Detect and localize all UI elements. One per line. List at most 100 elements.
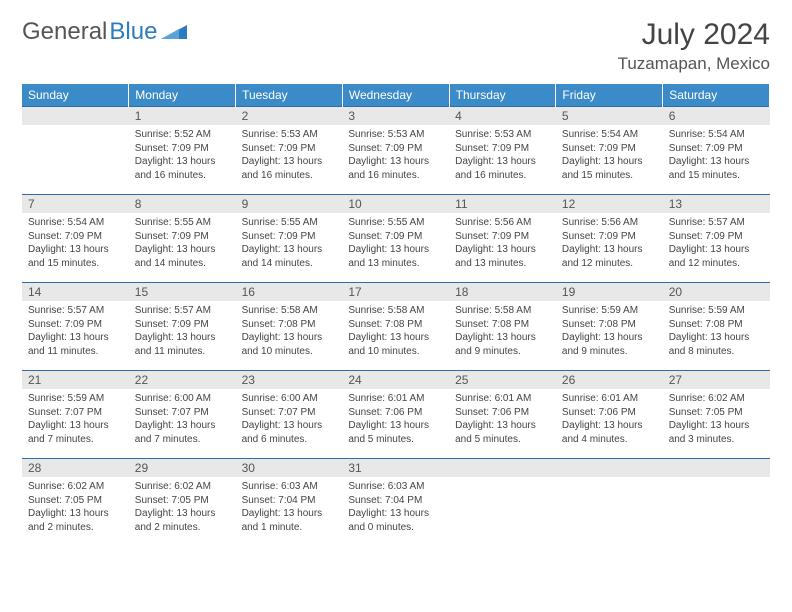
daylight-text: Daylight: 13 hours and 7 minutes. bbox=[135, 419, 230, 446]
sunrise-text: Sunrise: 5:57 AM bbox=[28, 304, 123, 318]
day-number: 27 bbox=[663, 371, 770, 389]
calendar-day-cell: 5Sunrise: 5:54 AMSunset: 7:09 PMDaylight… bbox=[556, 107, 663, 195]
daylight-text: Daylight: 13 hours and 2 minutes. bbox=[135, 507, 230, 534]
daylight-text: Daylight: 13 hours and 14 minutes. bbox=[135, 243, 230, 270]
weekday-header: Sunday bbox=[22, 84, 129, 107]
calendar-day-cell: 16Sunrise: 5:58 AMSunset: 7:08 PMDayligh… bbox=[236, 283, 343, 371]
calendar-day-cell: 8Sunrise: 5:55 AMSunset: 7:09 PMDaylight… bbox=[129, 195, 236, 283]
daylight-text: Daylight: 13 hours and 2 minutes. bbox=[28, 507, 123, 534]
daylight-text: Daylight: 13 hours and 15 minutes. bbox=[28, 243, 123, 270]
calendar-day-cell: 27 Sunrise: 6:02 AMSunset: 7:05 PMDayligh… bbox=[663, 371, 770, 459]
day-info: Sunrise: 5:55 AMSunset: 7:09 PMDaylight:… bbox=[342, 213, 449, 273]
day-info: Sunrise: 5:59 AMSunset: 7:08 PMDaylight:… bbox=[556, 301, 663, 361]
sunrise-text: Sunrise: 6:02 AM bbox=[669, 392, 764, 406]
day-number: 16 bbox=[236, 283, 343, 301]
day-number: 2 bbox=[236, 107, 343, 125]
sunrise-text: Sunrise: 5:57 AM bbox=[669, 216, 764, 230]
weekday-header: Friday bbox=[556, 84, 663, 107]
sunrise-text: Sunrise: 5:52 AM bbox=[135, 128, 230, 142]
location-text: Tuzamapan, Mexico bbox=[618, 54, 770, 74]
sunset-text: Sunset: 7:05 PM bbox=[28, 494, 123, 508]
daylight-text: Daylight: 13 hours and 5 minutes. bbox=[348, 419, 443, 446]
sunset-text: Sunset: 7:07 PM bbox=[242, 406, 337, 420]
sunset-text: Sunset: 7:09 PM bbox=[28, 318, 123, 332]
calendar-day-cell: 15Sunrise: 5:57 AMSunset: 7:09 PMDayligh… bbox=[129, 283, 236, 371]
day-info: Sunrise: 6:01 AMSunset: 7:06 PMDaylight:… bbox=[342, 389, 449, 449]
sunrise-text: Sunrise: 5:54 AM bbox=[669, 128, 764, 142]
day-number: 23 bbox=[236, 371, 343, 389]
sunrise-text: Sunrise: 6:02 AM bbox=[135, 480, 230, 494]
daylight-text: Daylight: 13 hours and 9 minutes. bbox=[562, 331, 657, 358]
day-number: 24 bbox=[342, 371, 449, 389]
day-info: Sunrise: 5:57 AMSunset: 7:09 PMDaylight:… bbox=[22, 301, 129, 361]
sunset-text: Sunset: 7:05 PM bbox=[669, 406, 764, 420]
calendar-day-cell: 17Sunrise: 5:58 AMSunset: 7:08 PMDayligh… bbox=[342, 283, 449, 371]
sunset-text: Sunset: 7:09 PM bbox=[135, 318, 230, 332]
day-number: 7 bbox=[22, 195, 129, 213]
day-info: Sunrise: 5:52 AMSunset: 7:09 PMDaylight:… bbox=[129, 125, 236, 185]
brand-part1: General bbox=[22, 18, 107, 46]
daylight-text: Daylight: 13 hours and 10 minutes. bbox=[348, 331, 443, 358]
weekday-header: Saturday bbox=[663, 84, 770, 107]
day-number: 8 bbox=[129, 195, 236, 213]
day-number: 30 bbox=[236, 459, 343, 477]
day-info: Sunrise: 5:58 AMSunset: 7:08 PMDaylight:… bbox=[449, 301, 556, 361]
day-info: Sunrise: 6:03 AMSunset: 7:04 PMDaylight:… bbox=[236, 477, 343, 537]
calendar-day-cell: 28Sunrise: 6:02 AMSunset: 7:05 PMDayligh… bbox=[22, 459, 129, 547]
calendar-week-row: 14Sunrise: 5:57 AMSunset: 7:09 PMDayligh… bbox=[22, 283, 770, 371]
day-number: 22 bbox=[129, 371, 236, 389]
sunset-text: Sunset: 7:09 PM bbox=[455, 142, 550, 156]
day-info: Sunrise: 5:55 AMSunset: 7:09 PMDaylight:… bbox=[129, 213, 236, 273]
day-number: 21 bbox=[22, 371, 129, 389]
daylight-text: Daylight: 13 hours and 3 minutes. bbox=[669, 419, 764, 446]
empty-day bbox=[556, 459, 663, 477]
sunrise-text: Sunrise: 5:58 AM bbox=[242, 304, 337, 318]
sunrise-text: Sunrise: 5:59 AM bbox=[562, 304, 657, 318]
sunset-text: Sunset: 7:09 PM bbox=[135, 230, 230, 244]
day-number: 29 bbox=[129, 459, 236, 477]
sunset-text: Sunset: 7:06 PM bbox=[455, 406, 550, 420]
day-info: Sunrise: 5:54 AMSunset: 7:09 PMDaylight:… bbox=[556, 125, 663, 185]
sunset-text: Sunset: 7:07 PM bbox=[28, 406, 123, 420]
daylight-text: Daylight: 13 hours and 14 minutes. bbox=[242, 243, 337, 270]
sunset-text: Sunset: 7:09 PM bbox=[348, 230, 443, 244]
day-info: Sunrise: 5:56 AMSunset: 7:09 PMDaylight:… bbox=[449, 213, 556, 273]
sunset-text: Sunset: 7:06 PM bbox=[562, 406, 657, 420]
day-number: 18 bbox=[449, 283, 556, 301]
day-info: Sunrise: 5:54 AMSunset: 7:09 PMDaylight:… bbox=[663, 125, 770, 185]
daylight-text: Daylight: 13 hours and 6 minutes. bbox=[242, 419, 337, 446]
calendar-day-cell: 22Sunrise: 6:00 AMSunset: 7:07 PMDayligh… bbox=[129, 371, 236, 459]
weekday-header: Tuesday bbox=[236, 84, 343, 107]
day-number: 19 bbox=[556, 283, 663, 301]
calendar-day-cell: 7Sunrise: 5:54 AMSunset: 7:09 PMDaylight… bbox=[22, 195, 129, 283]
weekday-header-row: SundayMondayTuesdayWednesdayThursdayFrid… bbox=[22, 84, 770, 107]
calendar-day-cell: 13Sunrise: 5:57 AMSunset: 7:09 PMDayligh… bbox=[663, 195, 770, 283]
day-number: 3 bbox=[342, 107, 449, 125]
sunrise-text: Sunrise: 5:53 AM bbox=[455, 128, 550, 142]
sunset-text: Sunset: 7:09 PM bbox=[135, 142, 230, 156]
day-number: 26 bbox=[556, 371, 663, 389]
day-info: Sunrise: 6:00 AMSunset: 7:07 PMDaylight:… bbox=[129, 389, 236, 449]
calendar-table: SundayMondayTuesdayWednesdayThursdayFrid… bbox=[22, 84, 770, 547]
day-info: Sunrise: 5:54 AMSunset: 7:09 PMDaylight:… bbox=[22, 213, 129, 273]
calendar-day-cell: 20Sunrise: 5:59 AMSunset: 7:08 PMDayligh… bbox=[663, 283, 770, 371]
day-info: Sunrise: 5:57 AMSunset: 7:09 PMDaylight:… bbox=[663, 213, 770, 273]
day-number: 4 bbox=[449, 107, 556, 125]
calendar-day-cell: 10Sunrise: 5:55 AMSunset: 7:09 PMDayligh… bbox=[342, 195, 449, 283]
day-number: 25 bbox=[449, 371, 556, 389]
calendar-week-row: 28Sunrise: 6:02 AMSunset: 7:05 PMDayligh… bbox=[22, 459, 770, 547]
daylight-text: Daylight: 13 hours and 13 minutes. bbox=[348, 243, 443, 270]
sunrise-text: Sunrise: 6:01 AM bbox=[562, 392, 657, 406]
empty-day bbox=[663, 459, 770, 477]
daylight-text: Daylight: 13 hours and 16 minutes. bbox=[135, 155, 230, 182]
calendar-day-cell: 11Sunrise: 5:56 AMSunset: 7:09 PMDayligh… bbox=[449, 195, 556, 283]
sunset-text: Sunset: 7:06 PM bbox=[348, 406, 443, 420]
day-number: 12 bbox=[556, 195, 663, 213]
day-info: Sunrise: 6:01 AMSunset: 7:06 PMDaylight:… bbox=[449, 389, 556, 449]
sunset-text: Sunset: 7:09 PM bbox=[455, 230, 550, 244]
calendar-day-cell: 2Sunrise: 5:53 AMSunset: 7:09 PMDaylight… bbox=[236, 107, 343, 195]
daylight-text: Daylight: 13 hours and 11 minutes. bbox=[135, 331, 230, 358]
day-info: Sunrise: 5:57 AMSunset: 7:09 PMDaylight:… bbox=[129, 301, 236, 361]
month-title: July 2024 bbox=[618, 18, 770, 52]
day-number: 31 bbox=[342, 459, 449, 477]
